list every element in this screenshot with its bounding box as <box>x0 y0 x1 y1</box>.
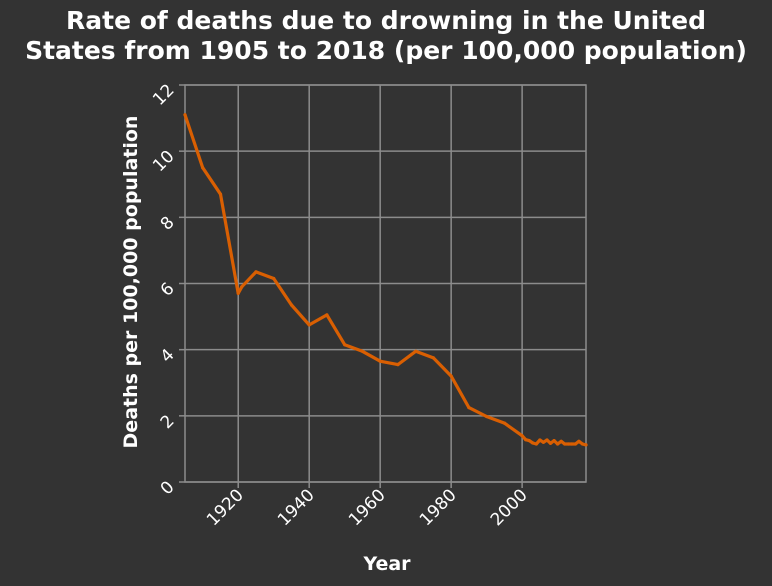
data-point <box>559 439 563 443</box>
data-point <box>563 442 567 446</box>
grid <box>179 84 586 488</box>
data-point <box>534 442 538 446</box>
data-point <box>485 414 489 419</box>
data-point <box>431 356 435 360</box>
data-point <box>538 438 542 442</box>
data-points <box>183 113 588 447</box>
data-point <box>240 285 244 289</box>
y-tick-label: 6 <box>157 279 179 301</box>
data-point <box>556 442 560 446</box>
data-point <box>414 349 418 353</box>
data-point <box>573 442 578 446</box>
data-point <box>289 303 294 307</box>
data-point <box>527 439 531 443</box>
y-tick-label: 0 <box>157 477 179 499</box>
data-point <box>580 442 585 446</box>
x-tick-label: 1920 <box>203 485 248 530</box>
chart-title-line-1: Rate of deaths due to drowning in the Un… <box>66 6 706 35</box>
chart-title-line-2: States from 1905 to 2018 (per 100,000 po… <box>25 36 747 65</box>
x-axis-label: Year <box>362 553 411 575</box>
data-point <box>524 438 528 442</box>
data-point <box>183 113 187 117</box>
chart-title: Rate of deaths due to drowning in the Un… <box>0 6 772 66</box>
data-point <box>449 374 453 378</box>
data-point <box>201 166 205 170</box>
data-point <box>378 359 382 363</box>
y-axis-label: Deaths per 100,000 population <box>120 116 142 449</box>
x-tick-label: 1940 <box>274 485 319 530</box>
y-tick-label: 8 <box>157 213 179 235</box>
data-point <box>552 439 556 443</box>
data-point <box>577 439 581 443</box>
y-tick-label: 4 <box>157 345 179 367</box>
data-point <box>236 291 240 295</box>
data-point <box>307 323 311 327</box>
data-point <box>541 440 546 444</box>
y-tick-label: 10 <box>149 147 178 176</box>
y-tick-label: 2 <box>157 411 179 433</box>
data-point <box>218 192 223 196</box>
x-tick-label: 2000 <box>487 485 532 530</box>
data-point <box>325 313 329 317</box>
data-point <box>254 270 258 274</box>
data-point <box>467 406 471 410</box>
x-tick-label: 1980 <box>416 485 461 530</box>
data-point <box>272 276 276 281</box>
data-point <box>360 349 364 353</box>
data-point <box>548 441 553 445</box>
data-point <box>502 421 506 425</box>
data-point <box>570 442 574 446</box>
data-point <box>584 443 588 447</box>
data-point <box>343 343 347 347</box>
data-point <box>396 363 400 367</box>
x-tick-label: 1960 <box>345 485 390 530</box>
y-tick-label: 12 <box>149 80 178 109</box>
data-point <box>531 441 535 445</box>
data-point <box>545 438 549 442</box>
data-point <box>520 434 524 438</box>
data-point <box>566 442 570 446</box>
